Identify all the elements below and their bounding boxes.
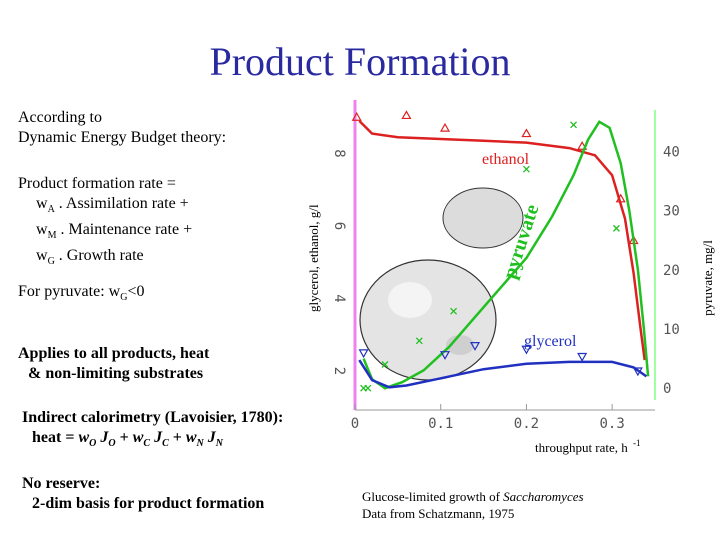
- calorimetry-term-1-jsub: C: [162, 438, 169, 450]
- calorimetry-term-0-jsub: O: [108, 438, 116, 450]
- pyruvate-point: [450, 307, 458, 315]
- pyruvate-curve: [362, 120, 650, 390]
- y-left-tick-label: 6: [331, 222, 347, 230]
- rate-w-g: w: [36, 247, 48, 265]
- rate-line-1: Product formation rate =: [18, 175, 176, 192]
- y-right-tick-label: 40: [663, 144, 680, 160]
- x-tick-label: 0.1: [428, 416, 453, 432]
- x-axis-label: throughput rate, h: [535, 440, 628, 455]
- glycerol-point: [439, 351, 451, 360]
- calorimetry-term-2-jsub: N: [215, 438, 223, 450]
- applies-text: Applies to all products, heat & non-limi…: [18, 344, 209, 384]
- intro-line-1: According to: [18, 109, 102, 126]
- calorimetry-term-0-sep: +: [115, 429, 133, 446]
- pyruvate-point: [381, 361, 389, 368]
- rate-formula: Product formation rate = wA . Assimilati…: [18, 174, 192, 273]
- reserve-text: No reserve: 2-dim basis for product form…: [22, 474, 264, 514]
- ethanol-point: [521, 128, 532, 138]
- chart-axes: [353, 100, 656, 411]
- intro-text: According to Dynamic Energy Budget theor…: [18, 108, 226, 148]
- pyruvate-note: For pyruvate: wG<0: [18, 282, 144, 308]
- calorimetry-prefix: heat =: [32, 429, 79, 446]
- y-right-tick-label: 20: [663, 263, 680, 279]
- glycerol-curve: [358, 359, 648, 389]
- x-axis-label-superscript: -1: [633, 438, 641, 448]
- pyruvate-point: [415, 337, 423, 345]
- calorimetry-term-0-w: w: [78, 429, 90, 446]
- pyruvate-point: [522, 165, 530, 173]
- ethanol-annotation: ethanol: [482, 151, 530, 168]
- applies-line-1: Applies to all products, heat: [18, 345, 210, 362]
- intro-line-2: Dynamic Energy Budget theory:: [18, 129, 227, 146]
- calorimetry-formula: heat = wO JO + wC JC + wN JN: [22, 428, 283, 454]
- calorimetry-term-1-w: w: [132, 429, 144, 446]
- rate-sub-m: M: [47, 230, 57, 242]
- rate-w-a: w: [36, 195, 48, 212]
- pyruvate-point: [570, 121, 578, 129]
- ethanol-point: [351, 112, 362, 121]
- glycerol-point: [521, 345, 532, 355]
- applies-line-2: & non-limiting substrates: [28, 365, 204, 382]
- calorimetry-term-0-wsub: O: [89, 438, 97, 450]
- y-right-tick-label: 10: [663, 322, 680, 338]
- y-left-tick-label: 2: [331, 367, 347, 375]
- calorimetry-term-1-j: J: [154, 429, 163, 446]
- reserve-line-2: 2-dim basis for product formation: [32, 495, 265, 512]
- calorimetry-line-1: Indirect calorimetry (Lavoisier, 1780):: [22, 409, 284, 426]
- calorimetry-term-0-j: J: [100, 429, 109, 446]
- glycerol-point: [632, 367, 643, 377]
- ethanol-curve: [358, 120, 646, 361]
- figure-caption: Glucose-limited growth of Saccharomyces …: [362, 488, 584, 522]
- glycerol-point: [469, 342, 481, 351]
- glycerol-point: [358, 349, 369, 359]
- rate-line-4: wG . Growth rate: [18, 246, 192, 272]
- y-left-tick-label: 4: [331, 294, 347, 302]
- pyruvate-point: [364, 384, 372, 392]
- calorimetry-term-1-wsub: C: [143, 438, 151, 450]
- calorimetry-term-1-sep: +: [168, 429, 186, 446]
- rate-text-g: . Growth rate: [54, 247, 144, 265]
- y-right-tick-label: 30: [663, 204, 680, 220]
- reserve-line-1: No reserve:: [22, 475, 101, 492]
- glycerol-annotation: glycerol: [524, 333, 577, 350]
- caption-line-2: Data from Schatzmann, 1975: [362, 506, 515, 521]
- rate-line-2: wA . Assimilation rate +: [18, 194, 192, 220]
- ethanol-point: [577, 141, 588, 150]
- y-left-axis-label: glycerol, ethanol, g/l: [306, 204, 321, 312]
- rate-text-m: . Maintenance rate +: [56, 221, 193, 239]
- ethanol-point: [615, 193, 626, 203]
- page-title: Product Formation: [209, 39, 511, 84]
- rate-text-a: . Assimilation rate +: [54, 195, 189, 212]
- ethanol-point: [439, 122, 451, 132]
- x-tick-label: 0.3: [599, 416, 624, 432]
- rate-sub-a: A: [47, 204, 55, 216]
- calorimetry-term-2-j: J: [207, 429, 216, 446]
- calorimetry-text: Indirect calorimetry (Lavoisier, 1780): …: [22, 408, 283, 454]
- chart-ticks: 0 0.1 0.2 0.3 2 4 6 8 0 10 20 30 40: [331, 144, 680, 432]
- caption-line-1: Glucose-limited growth of Saccharomyces: [362, 488, 584, 505]
- calorimetry-term-2-w: w: [185, 429, 197, 446]
- yeast-cells-image: [359, 187, 524, 381]
- glycerol-point: [577, 352, 588, 362]
- caption-species: Saccharomyces: [503, 489, 584, 504]
- rate-line-3: wM . Maintenance rate +: [18, 220, 192, 246]
- pyruvate-note-sub: G: [120, 292, 128, 304]
- y-right-axis-label: pyruvate, mg/l: [700, 240, 715, 316]
- pyruvate-note-rest: <0: [127, 283, 145, 300]
- ethanol-point: [401, 110, 412, 120]
- y-right-tick-label: 0: [663, 381, 671, 397]
- x-tick-label: 0: [351, 416, 359, 432]
- y-left-tick-label: 8: [331, 149, 347, 157]
- pyruvate-point: [612, 224, 620, 232]
- caption-prefix: Glucose-limited growth of: [362, 489, 504, 504]
- pyruvate-note-text: For pyruvate: w: [18, 283, 121, 300]
- rate-w-m: w: [36, 221, 48, 239]
- rate-sub-g: G: [47, 256, 55, 268]
- x-tick-label: 0.2: [514, 416, 539, 432]
- calorimetry-term-2-wsub: N: [196, 438, 204, 450]
- chart-marks: [351, 110, 650, 392]
